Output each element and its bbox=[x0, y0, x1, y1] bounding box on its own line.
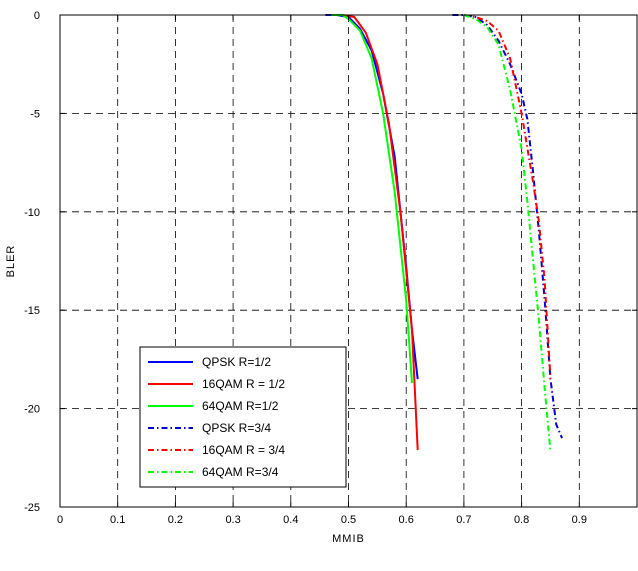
series-line-6 bbox=[463, 14, 552, 452]
y-tick-label: -15 bbox=[24, 305, 40, 317]
series-layer bbox=[325, 14, 563, 452]
legend-box bbox=[139, 346, 347, 488]
ticks: 0 0.1 0.2 0.3 0.4 0.5 0.6 0.7 0.8 0.9 0 -5 -10 -15 -20… bbox=[24, 10, 637, 526]
x-tick-label: 0.5 bbox=[341, 514, 356, 526]
y-tick-label: -25 bbox=[24, 502, 40, 514]
series-line-3 bbox=[331, 14, 413, 384]
legend-entry: 16QAM R = 1/2 bbox=[202, 377, 285, 391]
series-line-2 bbox=[331, 14, 419, 450]
y-tick-label: -5 bbox=[30, 108, 40, 120]
x-tick-label: 0.2 bbox=[168, 514, 183, 526]
x-tick-label: 0.6 bbox=[399, 514, 414, 526]
x-tick-label: 0.4 bbox=[283, 514, 298, 526]
legend-entry: 16QAM R = 3/4 bbox=[202, 443, 285, 457]
legend-entry: 64QAM R=1/2 bbox=[202, 399, 279, 413]
x-tick-label: 0.9 bbox=[572, 514, 587, 526]
x-tick-label: 0.8 bbox=[514, 514, 529, 526]
x-tick-label: 0 bbox=[57, 514, 63, 526]
y-tick-label: 0 bbox=[34, 10, 40, 22]
legend-entry: QPSK R=3/4 bbox=[202, 421, 271, 435]
y-axis-label: BLER bbox=[5, 245, 17, 278]
series-line-5 bbox=[463, 14, 552, 380]
legend-entry: 64QAM R=3/4 bbox=[202, 465, 279, 479]
y-tick-label: -20 bbox=[24, 404, 40, 416]
x-axis-label: MMIB bbox=[332, 533, 365, 545]
legend-entry: QPSK R=1/2 bbox=[202, 355, 271, 369]
legend: QPSK R=1/2 16QAM R = 1/2 64QAM R=1/2 QPSK R… bbox=[139, 346, 347, 488]
x-tick-label: 0.3 bbox=[225, 514, 240, 526]
x-tick-label: 0.1 bbox=[110, 514, 125, 526]
y-tick-label: -10 bbox=[24, 207, 40, 219]
x-tick-label: 0.7 bbox=[456, 514, 471, 526]
